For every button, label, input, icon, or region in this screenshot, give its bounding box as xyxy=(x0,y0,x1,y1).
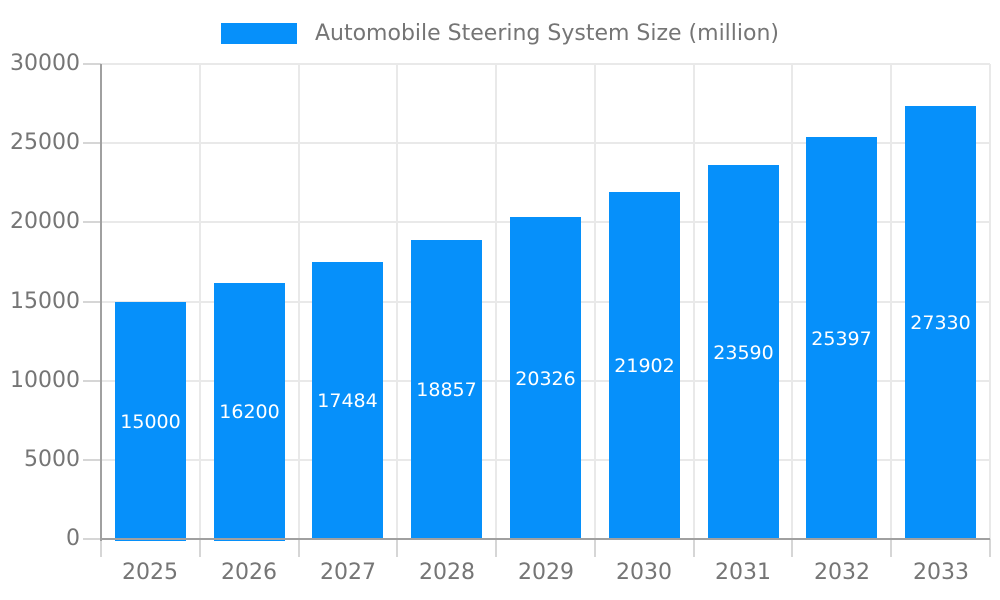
bar-value-label: 16200 xyxy=(219,401,280,423)
y-axis-tick xyxy=(83,538,101,540)
y-tick-label: 30000 xyxy=(10,51,80,76)
bar[interactable]: 20326 xyxy=(510,217,581,540)
x-axis-tick xyxy=(298,539,300,557)
bar-value-label: 15000 xyxy=(120,410,181,433)
y-tick-label: 15000 xyxy=(10,289,80,314)
x-axis-tick xyxy=(495,539,497,557)
v-gridline xyxy=(989,64,991,539)
y-axis-line xyxy=(100,64,102,541)
x-axis-tick xyxy=(396,539,398,557)
legend-series-label: Automobile Steering System Size (million… xyxy=(314,21,780,46)
y-tick-label: 25000 xyxy=(10,130,80,155)
x-tick-label: 2033 xyxy=(913,560,969,585)
x-tick-label: 2026 xyxy=(221,560,277,585)
x-tick-label: 2031 xyxy=(715,560,771,585)
y-tick-label: 5000 xyxy=(24,447,80,472)
v-gridline xyxy=(693,64,695,539)
x-axis-tick xyxy=(199,539,201,557)
bar[interactable]: 16200 xyxy=(214,283,285,541)
y-axis-tick xyxy=(83,459,101,461)
y-tick-label: 0 xyxy=(66,526,80,551)
x-tick-label: 2029 xyxy=(518,560,574,585)
y-axis-tick xyxy=(83,142,101,144)
bar-value-label: 23590 xyxy=(713,341,774,364)
v-gridline xyxy=(396,64,398,539)
v-gridline xyxy=(594,64,596,539)
bar[interactable]: 21902 xyxy=(609,192,680,540)
h-gridline xyxy=(101,63,990,65)
bar-value-label: 20326 xyxy=(515,367,576,390)
legend-color-swatch-icon xyxy=(220,23,297,44)
bar[interactable]: 17484 xyxy=(312,262,383,540)
y-axis-tick xyxy=(83,63,101,65)
x-axis-tick xyxy=(100,539,102,557)
bar-value-label: 17484 xyxy=(317,390,378,412)
y-axis-tick xyxy=(83,301,101,303)
bar-value-label: 21902 xyxy=(614,355,675,377)
x-axis-tick xyxy=(791,539,793,557)
y-axis-tick xyxy=(83,380,101,382)
bar[interactable]: 27330 xyxy=(905,106,976,540)
v-gridline xyxy=(791,64,793,539)
x-axis-tick xyxy=(989,539,991,557)
x-tick-label: 2025 xyxy=(122,560,178,585)
y-tick-label: 10000 xyxy=(10,368,80,393)
x-tick-label: 2028 xyxy=(419,560,475,585)
v-gridline xyxy=(298,64,300,539)
y-axis-tick xyxy=(83,221,101,223)
v-gridline xyxy=(199,64,201,539)
bar-value-label: 18857 xyxy=(416,379,477,401)
x-axis-tick xyxy=(693,539,695,557)
v-gridline xyxy=(890,64,892,539)
x-tick-label: 2027 xyxy=(320,560,376,585)
y-tick-label: 20000 xyxy=(10,209,80,234)
x-axis-tick xyxy=(594,539,596,557)
bar[interactable]: 18857 xyxy=(411,240,482,540)
x-tick-label: 2032 xyxy=(814,560,870,585)
bar[interactable]: 23590 xyxy=(708,165,779,540)
h-gridline xyxy=(101,142,990,144)
legend: Automobile Steering System Size (million… xyxy=(0,21,1000,46)
v-gridline xyxy=(495,64,497,539)
bar-value-label: 25397 xyxy=(811,327,872,350)
x-tick-label: 2030 xyxy=(616,560,672,585)
bar-value-label: 27330 xyxy=(910,312,971,334)
bar[interactable]: 15000 xyxy=(115,302,186,541)
bar[interactable]: 25397 xyxy=(806,137,877,540)
x-axis-line xyxy=(101,538,990,540)
x-axis-tick xyxy=(890,539,892,557)
